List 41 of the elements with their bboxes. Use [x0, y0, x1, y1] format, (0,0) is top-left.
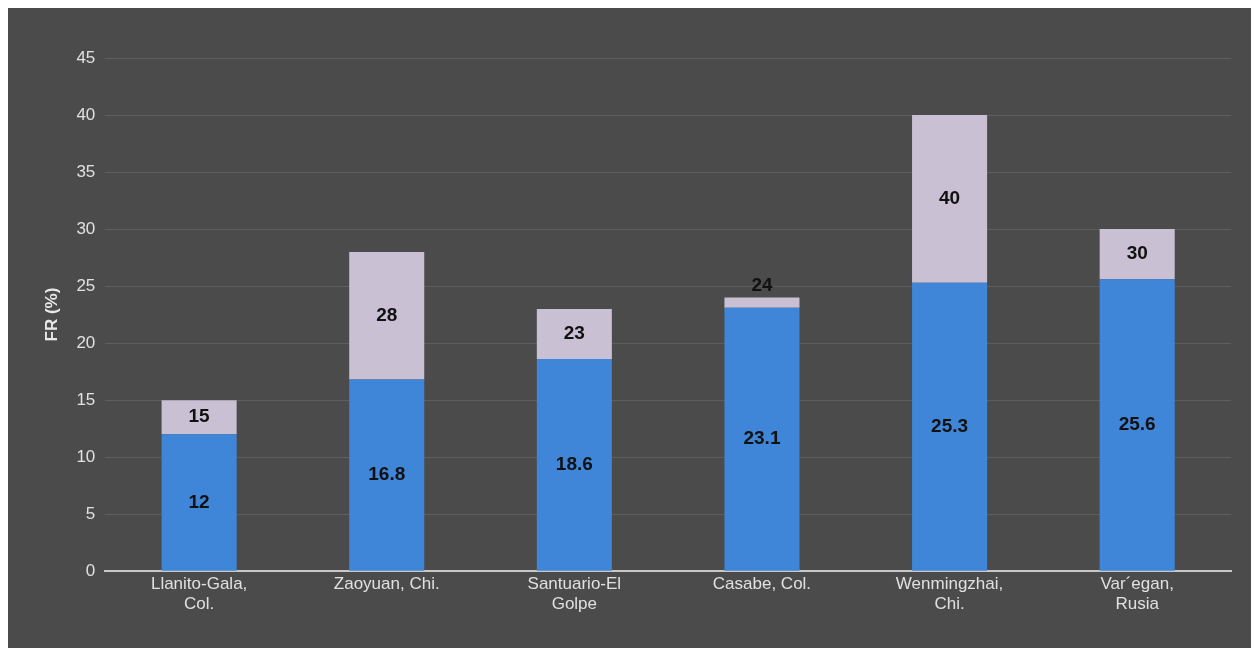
- x-tick-label: Wenmingzhai, Chi.: [895, 574, 1004, 614]
- total-label: 23: [563, 322, 585, 344]
- data-label: 12: [188, 490, 210, 512]
- y-tick-label: 30: [76, 218, 96, 238]
- bar: [161, 434, 237, 571]
- y-tick-label: 5: [85, 503, 96, 523]
- bar: [724, 297, 800, 308]
- bar: [536, 359, 612, 571]
- bar: [724, 307, 800, 571]
- x-tick-label: Var´egan, Rusia: [1100, 574, 1174, 614]
- data-label: 18.6: [555, 453, 593, 475]
- total-label: 15: [188, 405, 211, 427]
- data-label: 16.8: [368, 463, 406, 485]
- y-tick-label: 10: [76, 446, 96, 466]
- total-label: 30: [1126, 242, 1148, 264]
- total-label: 40: [939, 187, 961, 209]
- x-tick-label: Casabe, Col.: [712, 574, 812, 594]
- y-axis-title: FR (%): [41, 287, 61, 342]
- bar: [912, 115, 988, 283]
- x-tick-label: Santuario-El Golpe: [527, 574, 622, 614]
- bar: [536, 308, 612, 360]
- bar: [912, 282, 988, 571]
- x-tick-label: Zaoyuan, Chi.: [333, 574, 440, 594]
- bar: [349, 379, 425, 571]
- y-tick-label: 45: [76, 47, 96, 67]
- bar: [1099, 279, 1175, 571]
- bar: [161, 400, 237, 435]
- y-tick-label: 35: [76, 161, 96, 181]
- total-label: 28: [376, 303, 398, 325]
- bar: [349, 251, 425, 380]
- data-label: 23.1: [743, 427, 781, 449]
- total-label: 24: [751, 273, 773, 295]
- data-label: 25.3: [931, 414, 969, 436]
- y-tick-label: 40: [76, 104, 96, 124]
- y-tick-label: 20: [76, 332, 96, 352]
- data-label: 25.6: [1118, 413, 1156, 435]
- y-tick-label: 0: [85, 560, 96, 580]
- y-tick-label: 25: [76, 275, 96, 295]
- y-tick-label: 15: [76, 389, 96, 409]
- x-tick-label: Llanito-Gala, Col.: [150, 574, 248, 614]
- bar: [1099, 229, 1175, 280]
